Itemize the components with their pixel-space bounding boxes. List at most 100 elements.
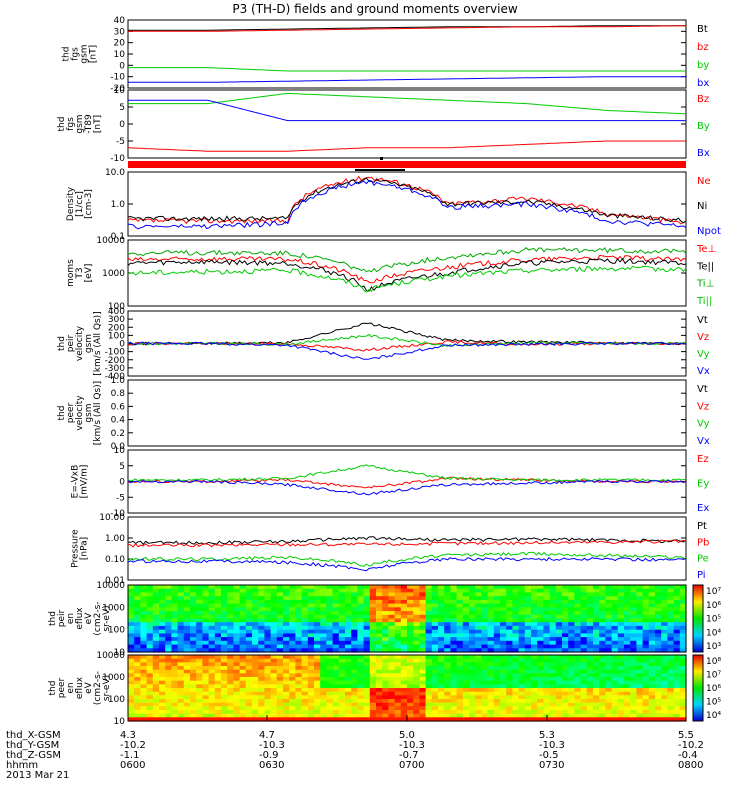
spectrogram-cell bbox=[388, 710, 396, 715]
spectrogram-cell bbox=[481, 596, 489, 601]
spectrogram-cell bbox=[202, 699, 210, 704]
spectrogram-cell bbox=[518, 607, 526, 612]
spectrogram-cell bbox=[320, 717, 327, 722]
spectrogram-cell bbox=[543, 695, 551, 700]
y-tick-label: 10 bbox=[114, 50, 126, 60]
spectrogram-cell bbox=[574, 662, 582, 667]
spectrogram-cell bbox=[307, 655, 315, 660]
spectrogram-cell bbox=[599, 677, 606, 682]
spectrogram-cell bbox=[190, 662, 197, 667]
spectrogram-cell bbox=[450, 640, 458, 646]
spectrogram-cell bbox=[159, 713, 166, 718]
spectrogram-cell bbox=[500, 629, 507, 634]
spectrogram-cell bbox=[369, 677, 377, 682]
spectrogram-cell bbox=[555, 688, 563, 693]
footer-value: 0700 bbox=[399, 760, 424, 771]
spectrogram-cell bbox=[580, 648, 588, 653]
spectrogram-cell bbox=[301, 618, 309, 623]
spectrogram-cell bbox=[624, 596, 631, 601]
spectrogram-cell bbox=[630, 673, 637, 678]
spectrogram-cell bbox=[307, 648, 315, 653]
footer-value: 0730 bbox=[539, 760, 564, 771]
spectrogram-cell bbox=[605, 614, 613, 620]
spectrogram-cell bbox=[562, 618, 569, 623]
spectrogram-cell bbox=[444, 585, 451, 590]
spectrogram-cell bbox=[345, 658, 352, 663]
spectrogram-cell bbox=[413, 614, 420, 620]
spectrogram-cell bbox=[345, 592, 352, 597]
spectrogram-cell bbox=[667, 706, 675, 711]
spectrogram-cell bbox=[611, 614, 619, 620]
spectrogram-cell bbox=[407, 607, 414, 612]
spectrogram-cell bbox=[444, 611, 451, 616]
spectrogram-cell bbox=[388, 637, 396, 642]
spectrogram-cell bbox=[661, 702, 668, 707]
spectrogram-cell bbox=[351, 633, 358, 638]
spectrogram-cell bbox=[177, 655, 185, 660]
spectrogram-cell bbox=[314, 666, 321, 671]
spectrogram-cell bbox=[357, 673, 365, 678]
spectrogram-cell bbox=[388, 640, 396, 646]
spectrogram-cell bbox=[338, 684, 346, 689]
spectrogram-cell bbox=[270, 699, 278, 704]
spectrogram-cell bbox=[177, 702, 185, 707]
spectrogram-cell bbox=[648, 658, 656, 663]
spectrogram-cell bbox=[394, 637, 402, 642]
spectrogram-cell bbox=[264, 691, 272, 696]
spectrogram-cell bbox=[301, 662, 309, 667]
spectrogram-cell bbox=[301, 629, 309, 634]
spectrogram-cell bbox=[345, 702, 352, 707]
spectrogram-cell bbox=[140, 592, 148, 597]
spectrogram-cell bbox=[481, 699, 489, 704]
spectrogram-cell bbox=[469, 611, 476, 616]
spectrogram-cell bbox=[543, 599, 551, 605]
spectrogram-cell bbox=[258, 666, 265, 671]
spectrogram-cell bbox=[506, 688, 513, 693]
spectrogram-cell bbox=[648, 607, 656, 612]
spectrogram-cell bbox=[363, 637, 371, 642]
spectrogram-cell bbox=[146, 625, 154, 631]
spectrogram-cell bbox=[617, 699, 625, 704]
spectrogram-cell bbox=[568, 717, 575, 722]
spectrogram-cell bbox=[128, 629, 135, 634]
spectrogram-cell bbox=[574, 599, 582, 605]
spectrogram-cell bbox=[314, 596, 321, 601]
spectrogram-cell bbox=[462, 588, 470, 593]
spectrogram-cell bbox=[586, 655, 594, 660]
spectrogram-cell bbox=[332, 622, 340, 627]
spectrogram-cell bbox=[617, 596, 625, 601]
spectrogram-cell bbox=[208, 662, 216, 667]
spectrogram-cell bbox=[394, 607, 402, 612]
spectrogram-cell bbox=[239, 585, 247, 590]
spectrogram-cell bbox=[611, 599, 619, 605]
spectrogram-cell bbox=[450, 684, 458, 689]
spectrogram-cell bbox=[630, 717, 637, 722]
y-tick-label: 0.0 bbox=[111, 442, 126, 452]
spectrogram-cell bbox=[227, 633, 234, 638]
spectrogram-cell bbox=[506, 648, 513, 653]
spectrogram-cell bbox=[655, 611, 662, 616]
spectrogram-cell bbox=[574, 702, 582, 707]
spectrogram-cell bbox=[655, 713, 662, 718]
spectrogram-cell bbox=[655, 706, 662, 711]
spectrogram-cell bbox=[586, 588, 594, 593]
spectrogram-cell bbox=[320, 637, 327, 642]
spectrogram-cell bbox=[413, 603, 420, 608]
spectrogram-cell bbox=[363, 633, 371, 638]
spectrogram-cell bbox=[617, 666, 625, 671]
spectrogram-cell bbox=[233, 691, 241, 696]
spectrogram-cell bbox=[258, 648, 265, 653]
spectrogram-cell bbox=[543, 677, 551, 682]
spectrogram-cell bbox=[407, 622, 414, 627]
spectrogram-cell bbox=[444, 710, 451, 715]
spectrogram-cell bbox=[506, 592, 513, 597]
spectrogram-cell bbox=[450, 618, 458, 623]
spectrogram-cell bbox=[574, 669, 582, 674]
spectrogram-cell bbox=[648, 599, 656, 605]
spectrogram-cell bbox=[661, 629, 668, 634]
spectrogram-cell bbox=[345, 691, 352, 696]
spectrogram-cell bbox=[208, 702, 216, 707]
spectrogram-cell bbox=[661, 669, 668, 674]
spectrogram-cell bbox=[667, 637, 675, 642]
spectrogram-cell bbox=[320, 585, 327, 590]
